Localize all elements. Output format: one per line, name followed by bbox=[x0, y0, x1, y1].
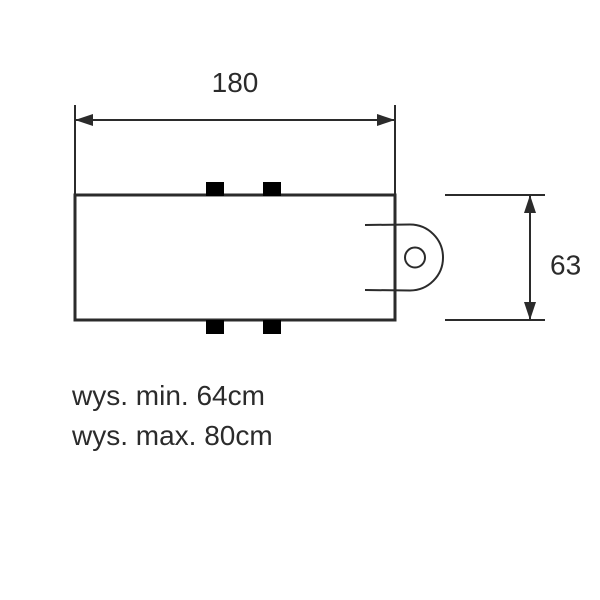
note-min-height: wys. min. 64cm bbox=[71, 380, 265, 411]
clamp-band bbox=[263, 182, 281, 196]
dimension-arrow bbox=[377, 114, 395, 126]
mounting-hole bbox=[405, 248, 425, 268]
dimension-label-width: 180 bbox=[212, 67, 259, 98]
product-body bbox=[75, 195, 395, 320]
dimension-diagram: 180 63 wys. min. 64cm wys. max. 80cm bbox=[0, 0, 600, 600]
dimension-arrow bbox=[75, 114, 93, 126]
dimension-arrow bbox=[524, 195, 536, 213]
clamp-band bbox=[206, 320, 224, 334]
clamp-band bbox=[206, 182, 224, 196]
dimension-label-height: 63 bbox=[550, 249, 581, 280]
dimension-arrow bbox=[524, 302, 536, 320]
clamp-band bbox=[263, 320, 281, 334]
note-max-height: wys. max. 80cm bbox=[71, 420, 273, 451]
